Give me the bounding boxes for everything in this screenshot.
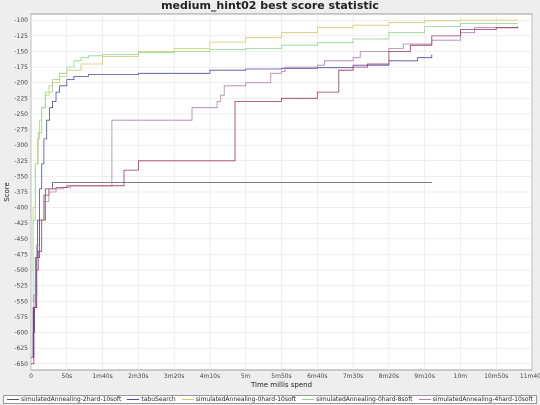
y-tick-label: -650	[14, 361, 28, 368]
y-tick-label: -425	[14, 220, 28, 227]
x-tick-label: 9m10s	[414, 373, 434, 380]
x-tick-label: 3m20s	[164, 373, 184, 380]
legend: simulatedAnnealing-2hard-10soft tabuSearc…	[3, 395, 537, 404]
x-tick-label: 7m30s	[343, 373, 363, 380]
legend-label: tabuSearch	[141, 396, 176, 403]
y-tick-label: -525	[14, 283, 28, 290]
y-tick-label: -275	[14, 127, 28, 134]
y-tick-label: -325	[14, 158, 28, 165]
legend-label: simulatedAnnealing-0hard-8soft	[316, 396, 413, 403]
y-tick-label: -450	[14, 236, 28, 243]
legend-swatch	[181, 399, 194, 400]
y-tick-label: -500	[14, 267, 28, 274]
chart-plot: -100 -125 -150 -175 -200 -225 -250 -275 -300 -325…	[3, 13, 540, 389]
legend-item: simulatedAnnealing-0hard-10soft	[181, 396, 297, 403]
x-tick-label: 2m30s	[128, 373, 148, 380]
y-tick-label: -375	[14, 189, 28, 196]
y-tick-label: -150	[14, 48, 28, 55]
x-axis-ticks: 0 50s 1m40s 2m30s 3m20s 4m10s 5m 5m50s 6m40s 7m30…	[29, 373, 540, 380]
x-tick-label: 5m	[241, 373, 251, 380]
legend-swatch	[418, 399, 431, 400]
x-tick-label: 4m10s	[200, 373, 220, 380]
y-tick-label: -250	[14, 111, 28, 118]
x-tick-label: 10m	[454, 373, 468, 380]
legend-swatch	[127, 399, 140, 400]
legend-label: simulatedAnnealing-0hard-10soft	[195, 396, 297, 403]
series-line-3	[31, 23, 518, 302]
legend-item: simulatedAnnealing-4hard-10soft	[418, 396, 533, 403]
x-tick-label: 6m40s	[307, 373, 327, 380]
y-tick-label: -200	[14, 80, 28, 87]
chart-title: medium_hint02 best score statistic	[161, 0, 379, 12]
y-tick-label: -550	[14, 298, 28, 305]
series-line-4	[31, 26, 519, 358]
x-tick-label: 1m40s	[92, 373, 112, 380]
y-tick-label: -100	[14, 17, 28, 24]
y-tick-label: -300	[14, 142, 28, 149]
y-axis-ticks: -100 -125 -150 -175 -200 -225 -250 -275 -300 -325…	[14, 17, 28, 368]
x-tick-label: 5m50s	[271, 373, 291, 380]
x-tick-label: 50s	[61, 373, 72, 380]
series-line-1	[31, 54, 433, 358]
legend-item: tabuSearch	[127, 396, 176, 403]
y-tick-label: -600	[14, 330, 28, 337]
legend-swatch	[7, 399, 20, 400]
y-tick-label: -350	[14, 173, 28, 180]
series-line-2	[31, 19, 518, 271]
legend-label: simulatedAnnealing-4hard-10soft	[432, 396, 533, 403]
y-tick-label: -400	[14, 205, 28, 212]
y-tick-label: -475	[14, 251, 28, 258]
y-tick-label: -225	[14, 95, 28, 102]
y-tick-label: -175	[14, 64, 28, 71]
y-tick-label: -575	[14, 314, 28, 321]
x-axis-label: Time millis spend	[250, 381, 312, 389]
legend-item: simulatedAnnealing-2hard-10soft	[7, 396, 121, 403]
series-lines	[31, 19, 519, 365]
x-tick-label: 0	[29, 373, 33, 380]
x-tick-label: 11m40s	[520, 373, 540, 380]
x-tick-label: 10m50s	[484, 373, 508, 380]
legend-item: simulatedAnnealing-0hard-8soft	[302, 396, 413, 403]
series-line-5	[31, 26, 519, 365]
y-axis-label: Score	[3, 182, 11, 202]
y-tick-label: -625	[14, 345, 28, 352]
y-tick-label: -125	[14, 33, 28, 40]
legend-swatch	[302, 399, 315, 400]
grid-lines	[30, 14, 533, 370]
legend-label: simulatedAnnealing-2hard-10soft	[21, 396, 122, 403]
x-tick-label: 8m20s	[379, 373, 399, 380]
